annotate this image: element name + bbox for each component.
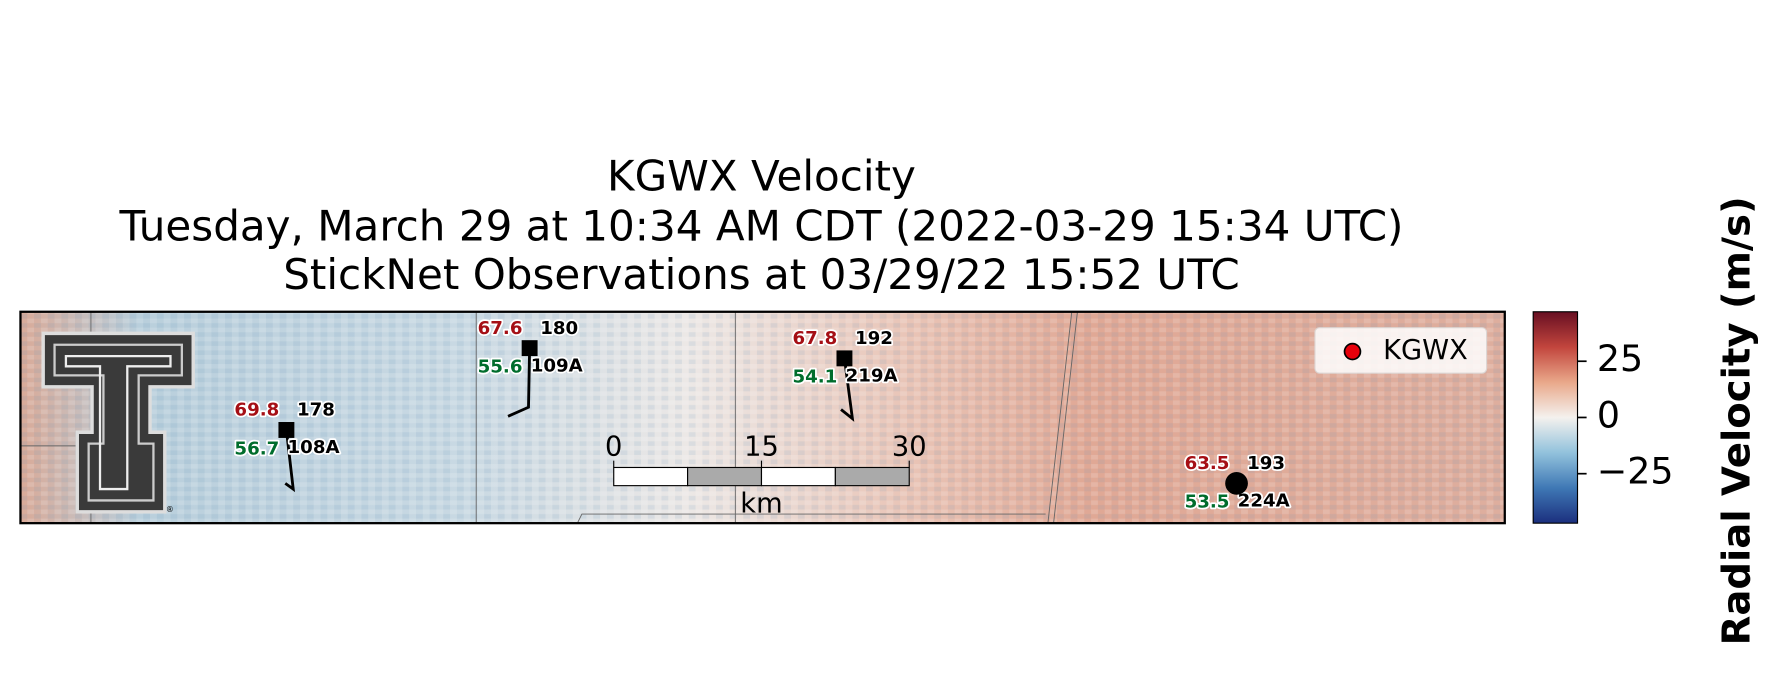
colorbar-tick-label: 25 xyxy=(1597,337,1643,380)
title-line: StickNet Observations at 03/29/22 15:52 … xyxy=(283,250,1240,299)
logo: ® xyxy=(41,331,195,514)
station-id: 108A xyxy=(288,437,340,458)
radar-texture xyxy=(20,311,1505,524)
scale-label: 15 xyxy=(744,432,779,463)
scale-segment xyxy=(687,466,763,487)
title: KGWX Velocity Tuesday, March 29 at 10:34… xyxy=(118,151,1403,299)
station: 67.8 192 54.1 219A xyxy=(791,326,899,422)
station-id: 109A xyxy=(531,355,583,376)
legend-box xyxy=(1314,327,1488,374)
station: 63.5 193 53.5 224A xyxy=(1183,451,1292,514)
dewpoint: 53.5 xyxy=(1185,492,1230,513)
direction: 180 xyxy=(540,318,578,339)
wind-barb xyxy=(840,358,855,422)
colorbar-tick-label: 0 xyxy=(1597,393,1620,436)
direction: 193 xyxy=(1247,453,1285,474)
scale-segment xyxy=(760,466,836,487)
temperature: 67.6 xyxy=(478,318,523,339)
station-id: 219A xyxy=(846,366,898,387)
map-frame xyxy=(19,310,1506,525)
wind-barb xyxy=(284,429,296,493)
station-marker xyxy=(836,350,853,367)
legend-label: KGWX xyxy=(1383,335,1468,366)
station: 69.8 178 56.7 108A xyxy=(233,398,341,493)
direction: 178 xyxy=(297,400,335,421)
title-line: KGWX Velocity xyxy=(607,151,916,200)
station-id: 224A xyxy=(1238,491,1290,512)
scale-label: 0 xyxy=(605,432,622,463)
colorbar-label: Radial Velocity (m/s) xyxy=(1714,196,1759,645)
temperature: 67.8 xyxy=(792,328,837,349)
radar-site xyxy=(1225,472,1248,495)
colorbar-tick-label: −25 xyxy=(1597,450,1674,493)
scale-label: 30 xyxy=(892,432,927,463)
scale-segment xyxy=(613,466,689,487)
map: ® 69.8 178 56.7 108A 67.6 180 55.6 109A 67.8 192 5… xyxy=(19,310,1506,525)
station: 67.6 180 55.6 109A xyxy=(476,316,584,418)
scale-bar: 0 15 30 km xyxy=(605,432,927,520)
temperature: 63.5 xyxy=(1185,453,1230,474)
direction: 192 xyxy=(855,328,893,349)
temperature: 69.8 xyxy=(234,400,279,421)
colorbar: Radial Velocity (m/s) 25 0 −25 xyxy=(1532,196,1759,645)
legend: KGWX xyxy=(1314,327,1488,374)
stations: 69.8 178 56.7 108A 67.6 180 55.6 109A 67.8 192 54.… xyxy=(233,316,1292,514)
station-marker xyxy=(278,422,295,438)
station-marker xyxy=(521,340,538,357)
logo-mark: ® xyxy=(166,505,174,514)
wind-barb xyxy=(507,348,532,418)
dewpoint: 56.7 xyxy=(234,438,279,459)
scale-unit: km xyxy=(740,488,782,519)
scale-segment xyxy=(834,466,910,487)
title-line: Tuesday, March 29 at 10:34 AM CDT (2022-… xyxy=(118,201,1403,250)
legend-marker xyxy=(1343,342,1362,361)
colorbar-gradient xyxy=(1532,311,1579,524)
dewpoint: 54.1 xyxy=(792,367,837,388)
dewpoint: 55.6 xyxy=(478,356,523,377)
